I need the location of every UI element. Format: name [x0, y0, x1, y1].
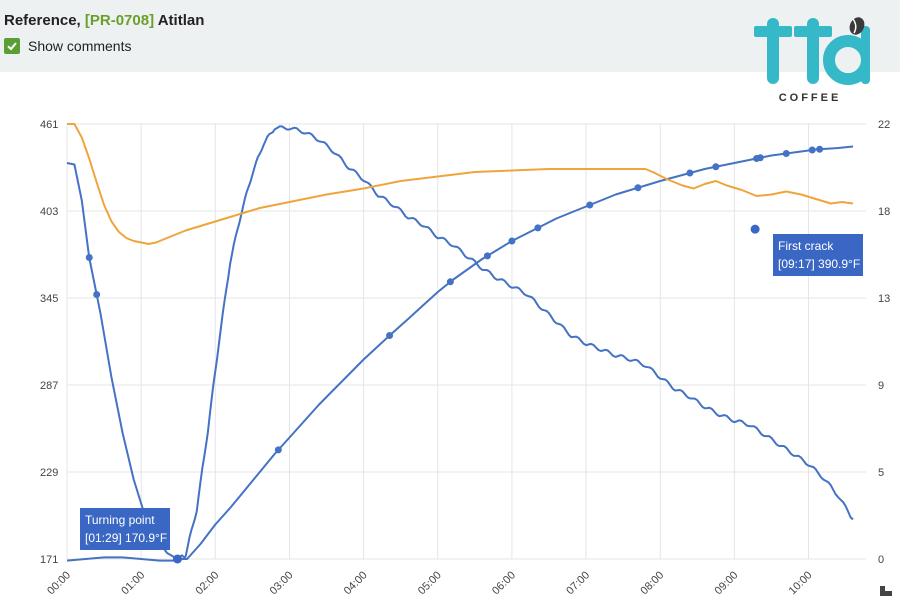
- x-tick-label: 04:00: [342, 569, 370, 597]
- turning-point-annotation: Turning point [01:29] 170.9°F: [80, 508, 182, 564]
- data-point-marker: [756, 154, 764, 162]
- data-point-marker: [483, 252, 491, 260]
- data-point-marker: [712, 163, 720, 171]
- data-point-marker: [534, 224, 542, 232]
- data-point-marker: [816, 145, 824, 153]
- x-tick-label: 03:00: [268, 569, 296, 597]
- annotation-point: [750, 224, 760, 234]
- checkmark-icon: [7, 42, 17, 51]
- page-header: Reference, [PR-0708] Atitlan Show commen…: [0, 0, 900, 72]
- x-tick-label: 02:00: [193, 569, 221, 597]
- data-point-marker: [634, 184, 642, 192]
- y-right-tick-label: 5: [878, 467, 884, 479]
- data-point-marker: [808, 146, 816, 154]
- y-left-tick-label: 229: [40, 467, 58, 479]
- series-line-1: [66, 125, 854, 562]
- title-prefix: Reference,: [4, 12, 81, 29]
- data-point-marker: [508, 237, 516, 245]
- roast-name: Atitlan: [157, 12, 205, 29]
- expand-icon[interactable]: [878, 584, 894, 598]
- series-line-2: [67, 123, 854, 245]
- annotation-label: [09:17] 390.9°F: [778, 257, 860, 271]
- y-right-tick-label: 9: [878, 380, 884, 392]
- annotation-point: [172, 554, 182, 564]
- first-crack-annotation: First crack [09:17] 390.9°F: [750, 224, 863, 276]
- data-point-marker: [446, 278, 454, 286]
- series-line-0: [66, 145, 854, 560]
- page-title: Reference, [PR-0708] Atitlan: [4, 12, 204, 29]
- x-tick-label: 06:00: [490, 569, 518, 597]
- show-comments-toggle[interactable]: Show comments: [4, 38, 131, 54]
- annotation-box: [80, 508, 170, 550]
- x-tick-label: 00:00: [45, 569, 73, 597]
- data-point-marker: [274, 446, 282, 454]
- tto-logo: [754, 17, 870, 85]
- x-tick-label: 07:00: [564, 569, 592, 597]
- show-comments-checkbox[interactable]: [4, 38, 20, 54]
- chart-markers: [85, 145, 824, 563]
- annotation-label: [01:29] 170.9°F: [85, 531, 167, 545]
- y-right-tick-label: 22: [878, 119, 890, 131]
- x-tick-label: 09:00: [713, 569, 741, 597]
- annotation-label: First crack: [778, 239, 834, 253]
- y-left-tick-label: 345: [40, 293, 58, 305]
- x-tick-label: 08:00: [638, 569, 666, 597]
- y-left-tick-label: 403: [40, 206, 58, 218]
- y-right-tick-label: 0: [878, 554, 884, 566]
- annotation-label: Turning point: [85, 513, 155, 527]
- chart-annotations: Turning point [01:29] 170.9°F First crack […: [80, 224, 863, 564]
- data-point-marker: [85, 254, 93, 261]
- data-point-marker: [686, 169, 694, 177]
- x-tick-label: 05:00: [416, 569, 444, 597]
- x-tick-label: 01:00: [119, 569, 147, 597]
- chart-grid: [66, 123, 866, 560]
- data-point-marker: [386, 332, 394, 339]
- data-point-marker: [586, 201, 594, 209]
- show-comments-label: Show comments: [28, 38, 132, 54]
- y-right-tick-label: 13: [878, 293, 890, 305]
- y-left-tick-label: 171: [40, 554, 58, 566]
- roast-code: [PR-0708]: [84, 12, 155, 29]
- annotation-box: [773, 234, 863, 276]
- logo-word: COFFEE: [778, 92, 842, 104]
- chart-series: [66, 123, 854, 562]
- y-left-tick-label: 461: [40, 119, 58, 131]
- y-left-tick-label: 287: [40, 380, 58, 392]
- data-point-marker: [782, 150, 790, 157]
- y-right-tick-label: 18: [878, 206, 890, 218]
- x-tick-label: 10:00: [787, 569, 815, 597]
- data-point-marker: [93, 291, 101, 298]
